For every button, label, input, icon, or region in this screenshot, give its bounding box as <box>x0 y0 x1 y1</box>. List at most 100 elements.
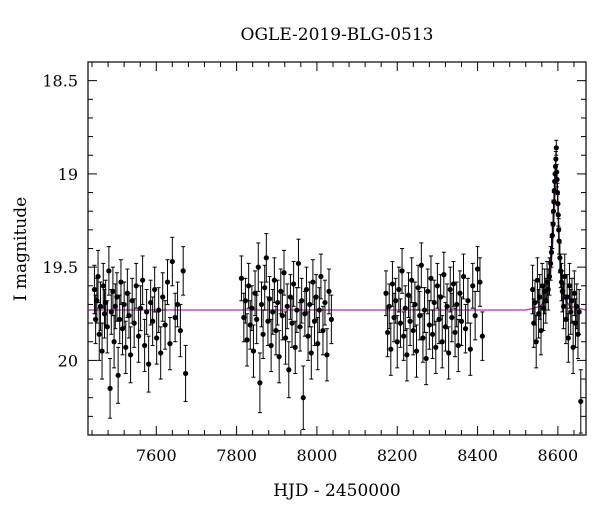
data-point <box>146 335 152 393</box>
data-point <box>470 262 476 309</box>
data-point <box>107 358 113 419</box>
data-marker <box>140 277 146 283</box>
data-point <box>553 139 559 156</box>
data-point <box>152 266 158 313</box>
data-marker <box>569 298 575 304</box>
data-marker <box>123 344 129 350</box>
data-point <box>244 313 250 367</box>
data-point <box>562 253 568 300</box>
data-point <box>167 317 173 371</box>
data-point <box>446 326 452 380</box>
data-marker <box>460 273 467 280</box>
data-marker <box>550 221 556 227</box>
data-point <box>574 283 580 330</box>
data-point <box>252 270 258 317</box>
data-marker <box>316 307 322 313</box>
data-marker <box>111 339 117 345</box>
data-point <box>140 255 146 305</box>
data-marker <box>152 286 158 293</box>
data-marker <box>289 320 295 326</box>
data-point <box>576 289 582 335</box>
data-marker <box>536 311 542 317</box>
data-point <box>318 253 324 300</box>
data-point <box>164 259 171 305</box>
data-marker <box>572 320 579 326</box>
data-marker <box>454 301 460 308</box>
x-axis-label: HJD - 2450000 <box>273 481 401 501</box>
data-marker <box>546 273 553 280</box>
data-point <box>106 246 112 296</box>
data-marker <box>148 299 154 306</box>
data-marker <box>160 294 166 300</box>
data-point <box>438 274 444 320</box>
data-marker <box>273 327 279 334</box>
data-marker <box>164 279 171 285</box>
data-marker <box>136 333 142 339</box>
x-tick-label: 8400 <box>457 446 498 465</box>
data-marker <box>303 286 310 293</box>
chart-title: OGLE-2019-BLG-0513 <box>241 25 434 45</box>
data-marker <box>257 380 263 386</box>
data-marker <box>131 320 137 326</box>
data-marker <box>470 283 476 289</box>
data-marker <box>571 290 577 296</box>
x-axis-tick-labels: 7600 7800 8000 8200 8400 8600 <box>136 446 578 465</box>
data-marker <box>462 326 469 332</box>
data-point <box>174 281 181 328</box>
data-marker <box>559 288 565 294</box>
data-point <box>433 320 439 374</box>
data-point <box>533 315 539 369</box>
data-point <box>467 322 473 376</box>
data-marker <box>156 307 162 313</box>
data-point <box>316 287 322 333</box>
data-marker <box>556 238 562 244</box>
data-marker <box>158 350 164 356</box>
data-point <box>423 331 429 386</box>
observation-points-layer <box>91 139 584 434</box>
data-marker <box>554 176 560 183</box>
data-marker <box>279 313 285 319</box>
data-marker <box>434 283 441 289</box>
data-marker <box>423 355 429 362</box>
data-marker <box>300 395 306 401</box>
data-marker <box>322 299 328 306</box>
data-marker <box>284 303 290 309</box>
data-point <box>474 246 481 292</box>
data-marker <box>564 294 570 300</box>
data-point <box>308 326 314 380</box>
data-marker <box>180 268 186 274</box>
data-marker <box>174 301 181 308</box>
data-marker <box>91 286 98 293</box>
data-point <box>320 305 326 356</box>
data-marker <box>106 268 112 274</box>
data-marker <box>104 324 110 330</box>
y-axis-tick-labels: 18.5 19 19.5 20 <box>42 72 78 371</box>
data-point <box>457 270 463 317</box>
data-marker <box>95 273 101 280</box>
data-point <box>148 279 154 326</box>
data-point <box>404 328 410 382</box>
data-point <box>284 283 290 330</box>
data-marker <box>242 298 249 304</box>
data-point <box>447 266 453 313</box>
data-point <box>399 248 405 294</box>
data-point <box>410 305 416 356</box>
x-tick-label: 8600 <box>538 446 579 465</box>
data-point <box>180 246 186 296</box>
data-marker <box>297 324 303 330</box>
data-marker <box>566 283 573 289</box>
data-point <box>138 285 144 332</box>
data-marker <box>295 260 302 267</box>
data-marker <box>274 299 281 306</box>
data-point <box>472 290 478 341</box>
data-marker <box>263 255 269 261</box>
data-marker <box>255 264 261 270</box>
data-marker <box>101 311 108 317</box>
data-marker <box>532 299 538 306</box>
data-point <box>544 261 550 304</box>
data-marker <box>529 286 536 293</box>
data-marker <box>126 313 132 319</box>
data-point <box>439 315 445 369</box>
x-tick-label: 7800 <box>216 446 257 465</box>
